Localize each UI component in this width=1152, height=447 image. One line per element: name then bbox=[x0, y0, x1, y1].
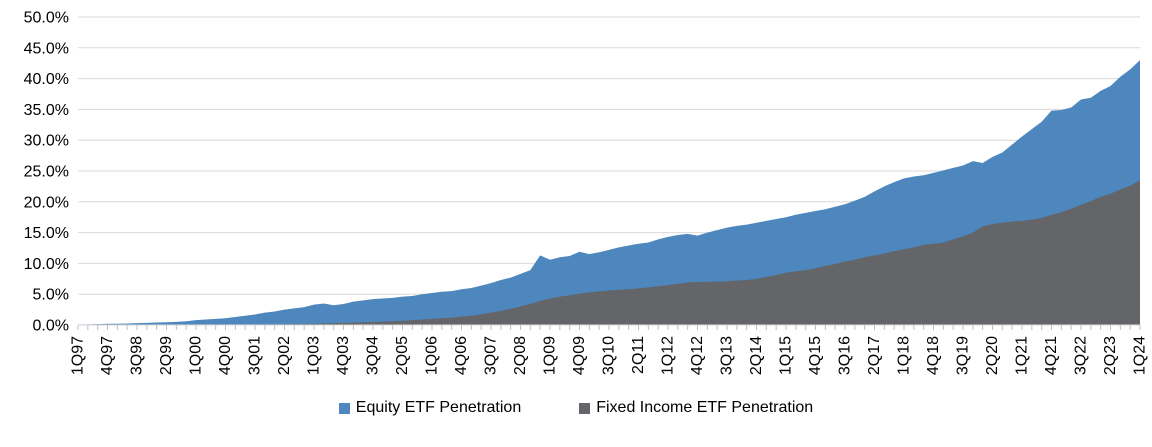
x-axis-tick-label: 3Q19 bbox=[955, 336, 972, 375]
x-axis-tick-label: 3Q04 bbox=[365, 336, 382, 375]
y-axis-tick-label: 10.0% bbox=[24, 256, 69, 273]
x-axis-tick-label: 3Q07 bbox=[483, 336, 500, 375]
fixed-income-legend-swatch-icon bbox=[579, 402, 591, 414]
area-chart-canvas: 0.0% 5.0% 10.0% 15.0% 20.0% 25.0% 30.0% 35.0% 40… bbox=[24, 10, 1149, 376]
x-axis-tick-label: 1Q00 bbox=[188, 336, 205, 375]
x-axis-tick-label: 1Q18 bbox=[896, 336, 913, 375]
x-axis-tick-label: 4Q21 bbox=[1043, 336, 1060, 375]
x-axis-tick-label: 3Q22 bbox=[1073, 336, 1090, 375]
x-axis-tick-label: 1Q06 bbox=[424, 336, 441, 375]
x-axis-tick-label: 2Q17 bbox=[866, 336, 883, 375]
x-axis-tick-label: 2Q99 bbox=[158, 336, 175, 375]
y-axis-tick-label: 50.0% bbox=[24, 10, 69, 27]
chart-legend: Equity ETF Penetration Fixed Income ETF … bbox=[0, 400, 1152, 416]
y-axis-tick-label: 20.0% bbox=[24, 194, 69, 211]
x-axis-tick-label: 1Q97 bbox=[70, 336, 87, 375]
x-axis-tick-label: 3Q01 bbox=[247, 336, 264, 375]
x-axis-tick-label: 4Q09 bbox=[571, 336, 588, 375]
x-axis-tick-label: 2Q11 bbox=[630, 336, 647, 374]
x-axis-tick-label: 4Q18 bbox=[925, 336, 942, 375]
x-axis-tick-label: 4Q06 bbox=[453, 336, 470, 375]
x-axis-tick-label: 4Q00 bbox=[217, 336, 234, 375]
fixed-income-area-series bbox=[78, 180, 1140, 325]
x-axis-tick-label: 2Q20 bbox=[984, 336, 1001, 375]
y-axis-tick-label: 35.0% bbox=[24, 102, 69, 119]
y-axis-tick-label: 30.0% bbox=[24, 133, 69, 150]
x-axis-tick-label: 1Q21 bbox=[1014, 336, 1031, 375]
y-axis-tick-label: 40.0% bbox=[24, 71, 69, 88]
y-axis-tick-label: 5.0% bbox=[33, 287, 69, 304]
x-axis-tick-label: 4Q12 bbox=[689, 336, 706, 375]
y-axis-tick-label: 0.0% bbox=[33, 318, 69, 335]
x-axis-tick-label: 2Q14 bbox=[748, 336, 765, 375]
x-axis-tick-label: 3Q13 bbox=[719, 336, 736, 375]
x-axis-tick-label: 1Q03 bbox=[306, 336, 323, 375]
x-axis-tick-label: 2Q05 bbox=[394, 336, 411, 375]
x-axis-tick-label: 1Q15 bbox=[778, 336, 795, 375]
equity-legend-label: Equity ETF Penetration bbox=[355, 399, 522, 416]
fixed-income-legend-label: Fixed Income ETF Penetration bbox=[596, 399, 814, 416]
x-axis-tick-label: 4Q97 bbox=[99, 336, 116, 375]
x-axis-tick-label: 4Q03 bbox=[335, 336, 352, 375]
x-axis-tick-label: 2Q23 bbox=[1102, 336, 1119, 375]
x-axis-tick-label: 4Q15 bbox=[807, 336, 824, 375]
x-axis-tick-label: 1Q12 bbox=[660, 336, 677, 375]
x-axis-tick-label: 3Q16 bbox=[837, 336, 854, 375]
x-axis-tick-label: 2Q02 bbox=[276, 336, 293, 375]
x-axis-tick-label: 2Q08 bbox=[512, 336, 529, 375]
legend-item-equity: Equity ETF Penetration bbox=[338, 399, 522, 416]
x-axis-tick-label: 3Q10 bbox=[601, 336, 618, 375]
x-axis-tick-label: 3Q98 bbox=[129, 336, 146, 375]
equity-legend-swatch-icon bbox=[338, 402, 350, 414]
x-axis-tick-label: 1Q09 bbox=[542, 336, 559, 375]
y-axis-tick-label: 15.0% bbox=[24, 225, 69, 242]
y-axis-tick-label: 25.0% bbox=[24, 164, 69, 181]
legend-item-fixed-income: Fixed Income ETF Penetration bbox=[579, 400, 813, 416]
x-axis-tick-label: 1Q24 bbox=[1132, 336, 1149, 375]
y-axis-tick-label: 45.0% bbox=[24, 40, 69, 57]
